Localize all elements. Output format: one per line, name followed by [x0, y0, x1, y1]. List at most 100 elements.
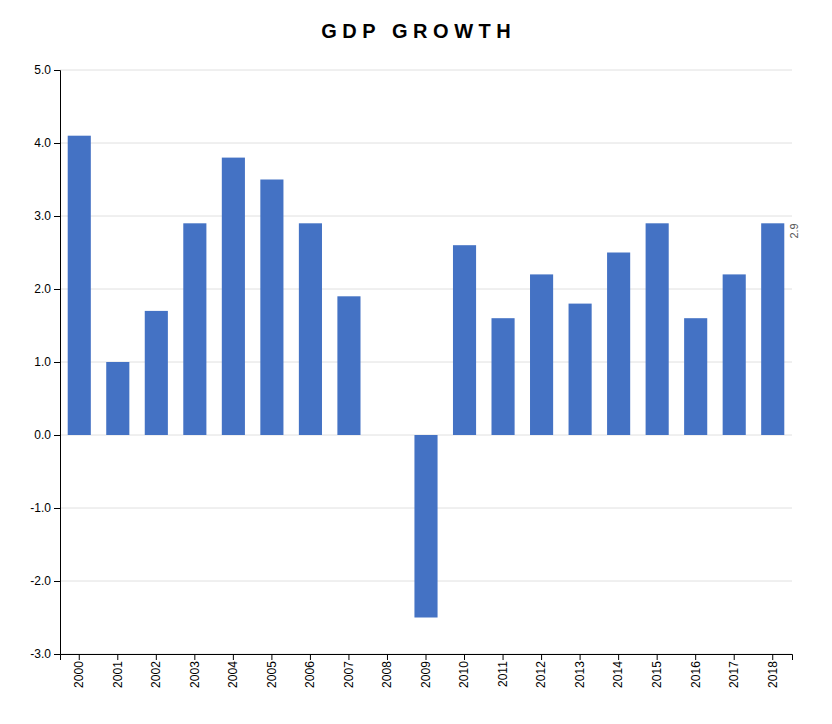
- x-tick-mark: [156, 654, 157, 660]
- x-tick: 2002: [149, 654, 163, 688]
- x-tick-mark: [580, 654, 581, 660]
- x-tick: 2007: [342, 654, 356, 688]
- x-tick: 2000: [72, 654, 86, 688]
- bar: [183, 223, 206, 435]
- y-tick-mark: [54, 508, 60, 509]
- x-tick-mark: [464, 654, 465, 660]
- y-tick: -1.0: [30, 501, 60, 515]
- y-tick-label: 5.0: [34, 63, 51, 77]
- x-tick: 2003: [188, 654, 202, 688]
- x-tick: 2013: [573, 654, 587, 688]
- x-tick-mark: [310, 654, 311, 660]
- x-tick-label: 2007: [342, 661, 356, 688]
- y-tick-label: 1.0: [34, 355, 51, 369]
- y-tick-mark: [54, 70, 60, 71]
- x-axis-line: [61, 655, 793, 661]
- x-tick-mark: [348, 654, 349, 660]
- grid-line: [60, 70, 792, 71]
- x-tick-mark: [117, 654, 118, 660]
- x-tick: 2010: [457, 654, 471, 688]
- bar: [414, 435, 437, 618]
- x-tick: 2018: [766, 654, 780, 688]
- x-tick-mark: [426, 654, 427, 660]
- x-tick-mark: [541, 654, 542, 660]
- x-tick: 2001: [111, 654, 125, 688]
- x-tick-mark: [271, 654, 272, 660]
- x-tick-mark: [772, 654, 773, 660]
- x-tick: 2005: [265, 654, 279, 688]
- x-tick-label: 2009: [419, 661, 433, 688]
- chart: G D P G R O W T H-3.0-2.0-1.00.01.02.03.…: [0, 0, 832, 724]
- x-tick-label: 2002: [149, 661, 163, 688]
- x-tick-mark: [79, 654, 80, 660]
- y-tick: 3.0: [34, 209, 60, 223]
- x-tick-label: 2016: [689, 661, 703, 688]
- x-tick-label: 2013: [573, 661, 587, 688]
- y-tick-label: -3.0: [30, 647, 51, 661]
- x-tick: 2009: [419, 654, 433, 688]
- bar: [222, 158, 245, 435]
- y-tick-mark: [54, 289, 60, 290]
- y-tick-label: -1.0: [30, 501, 51, 515]
- x-tick: 2006: [303, 654, 317, 688]
- x-tick-label: 2000: [72, 661, 86, 688]
- y-tick: 0.0: [34, 428, 60, 442]
- bar: [607, 253, 630, 436]
- x-tick-label: 2005: [265, 661, 279, 688]
- x-tick: 2011: [496, 654, 510, 687]
- bar: [106, 362, 129, 435]
- x-tick-label: 2008: [380, 661, 394, 688]
- y-tick-label: -2.0: [30, 574, 51, 588]
- bar: [299, 223, 322, 435]
- x-tick: 2016: [689, 654, 703, 688]
- annotations: 2.9: [788, 223, 800, 238]
- x-tick: 2004: [226, 654, 240, 688]
- y-tick-mark: [54, 216, 60, 217]
- y-tick-mark: [54, 581, 60, 582]
- y-tick: 1.0: [34, 355, 60, 369]
- grid: [60, 70, 792, 654]
- bars: [68, 136, 785, 618]
- x-tick-label: 2011: [496, 661, 510, 687]
- x-tick-label: 2003: [188, 661, 202, 688]
- x-tick-label: 2012: [534, 661, 548, 688]
- x-axis: 2000 2001 2002 2003 2004 2005 2006 2007 2008 2009…: [61, 654, 793, 688]
- bar: [491, 318, 514, 435]
- x-tick: 2014: [611, 654, 625, 688]
- y-tick: 5.0: [34, 63, 60, 77]
- bar: [723, 274, 746, 435]
- grid-line: [60, 216, 792, 217]
- y-tick-mark: [54, 654, 60, 655]
- x-tick-label: 2006: [303, 661, 317, 688]
- grid-line: [60, 289, 792, 290]
- y-axis-line: [54, 71, 61, 655]
- x-tick-mark: [387, 654, 388, 660]
- y-tick-label: 2.0: [34, 282, 51, 296]
- y-tick-mark: [54, 435, 60, 436]
- x-tick-mark: [695, 654, 696, 660]
- y-tick-mark: [54, 143, 60, 144]
- bar: [569, 304, 592, 435]
- y-tick-label: 4.0: [34, 136, 51, 150]
- bar: [453, 245, 476, 435]
- x-tick: 2012: [534, 654, 548, 688]
- y-tick-label: 0.0: [34, 428, 51, 442]
- x-tick-mark: [618, 654, 619, 660]
- x-tick-label: 2018: [766, 661, 780, 688]
- annotation: 2.9: [788, 223, 800, 238]
- y-tick: -2.0: [30, 574, 60, 588]
- x-tick-label: 2014: [611, 661, 625, 688]
- x-tick-label: 2017: [727, 661, 741, 688]
- x-tick-label: 2004: [226, 661, 240, 688]
- bar: [68, 136, 91, 435]
- x-tick-mark: [233, 654, 234, 660]
- bar: [337, 296, 360, 435]
- x-tick-mark: [657, 654, 658, 660]
- x-tick-label: 2010: [457, 661, 471, 688]
- y-axis: -3.0 -2.0 -1.0 0.0 1.0 2.0 3.0 4.0 5.0: [30, 63, 60, 661]
- bar: [530, 274, 553, 435]
- grid-line: [60, 362, 792, 363]
- x-tick-mark: [734, 654, 735, 660]
- bar: [684, 318, 707, 435]
- x-tick-mark: [194, 654, 195, 660]
